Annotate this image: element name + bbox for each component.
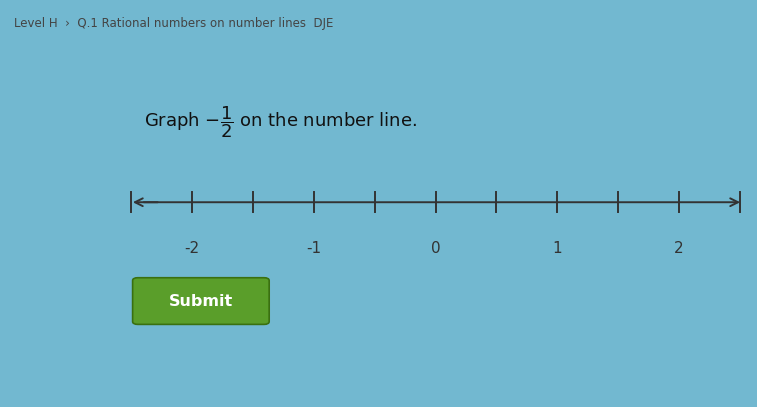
Text: 2: 2 <box>674 241 684 256</box>
Text: -1: -1 <box>307 241 322 256</box>
Text: Graph $-\dfrac{1}{2}$ on the number line.: Graph $-\dfrac{1}{2}$ on the number line… <box>145 104 417 140</box>
Text: 1: 1 <box>553 241 562 256</box>
Text: Level H  ›  Q.1 Rational numbers on number lines  DJE: Level H › Q.1 Rational numbers on number… <box>14 17 333 30</box>
Text: 0: 0 <box>431 241 441 256</box>
Text: Submit: Submit <box>169 293 233 309</box>
Text: -2: -2 <box>185 241 200 256</box>
FancyBboxPatch shape <box>132 278 269 324</box>
